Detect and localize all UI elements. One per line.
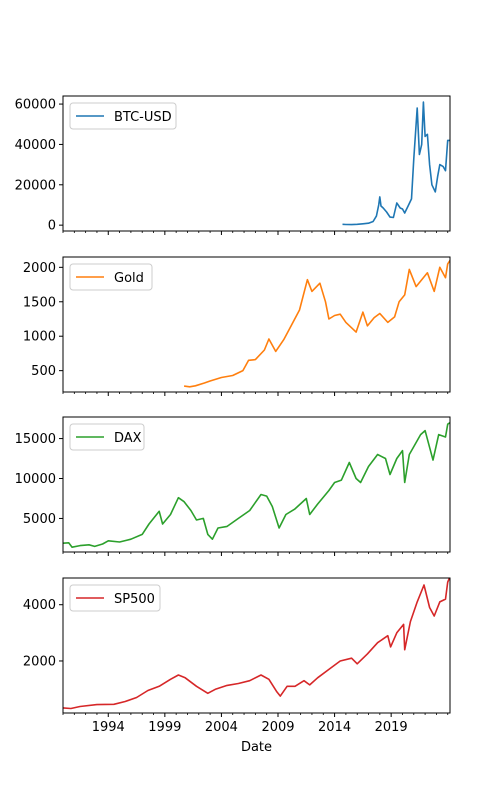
legend-box [69,423,145,451]
legend-box [69,102,177,130]
y-tick-label: 40000 [15,138,56,153]
y-tick-label: 15000 [15,432,56,447]
legend-box [69,263,153,291]
y-tick-label: 1000 [23,330,56,345]
y-tick-label: 4000 [23,598,56,613]
legend: DAX [69,423,145,451]
series-line-dax [63,421,450,548]
subplot-btc-usd: 0 20000 40000 60000 BTC-USD [15,95,451,235]
legend: SP500 [69,584,161,612]
y-tick-label: 2000 [23,654,56,669]
x-tick-label: 2009 [261,720,294,735]
legend-label: SP500 [114,592,155,607]
x-tick-label: 2014 [318,720,351,735]
plot-frame [62,256,451,393]
y-tick-label: 60000 [15,98,56,113]
x-tick-label: 2019 [375,720,408,735]
plot-frame [62,95,451,232]
plot-frame [62,577,451,714]
x-tick-label: 1994 [92,720,125,735]
series-line-btc-usd [342,101,450,226]
legend-label: BTC-USD [114,110,172,125]
legend: BTC-USD [69,102,177,130]
y-tick-label: 1500 [23,295,56,310]
series-line-gold [184,259,450,388]
y-tick-label: 20000 [15,178,56,193]
legend: Gold [69,263,153,291]
x-axis-title: Date [241,740,272,755]
subplot-gold: 500 1000 1500 2000 Gold [23,256,451,396]
y-tick-label: 0 [48,219,56,234]
y-tick-label: 2000 [23,261,56,276]
y-tick-label: 500 [31,364,56,379]
x-tick-label: 2004 [205,720,238,735]
y-tick-label: 10000 [15,472,56,487]
series-line-sp500 [63,578,450,710]
legend-label: Gold [114,271,144,286]
plot-frame [62,416,451,553]
legend-box [69,584,161,612]
x-tick-label: 1999 [148,720,181,735]
subplot-dax: 5000 10000 15000 DAX [15,416,451,556]
y-tick-label: 5000 [23,512,56,527]
subplot-sp500: 2000 4000 1994 1999 2004 2009 2014 2019 SP500 [23,577,451,735]
legend-label: DAX [114,431,142,446]
panels-layer: 0 20000 40000 60000 BTC-USD 500 1000 1500 2000 Go… [15,95,451,735]
